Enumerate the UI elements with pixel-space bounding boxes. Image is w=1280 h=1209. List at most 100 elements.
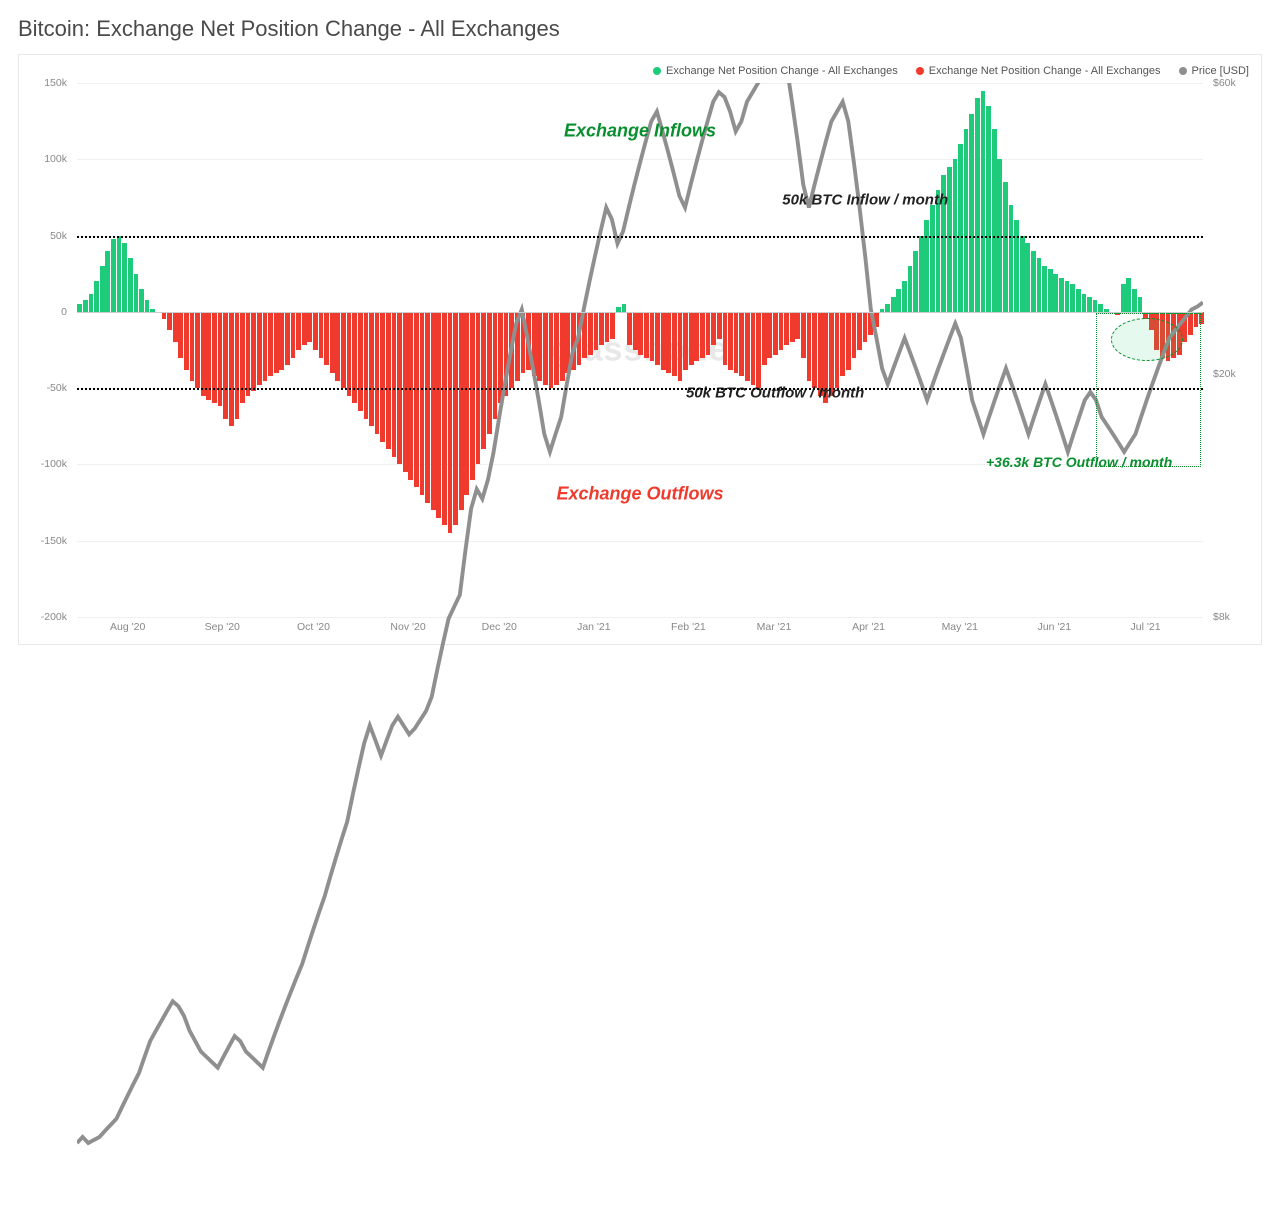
bar: [605, 312, 610, 343]
y-axis-left: -200k-150k-100k-50k050k100k150k: [31, 83, 73, 617]
bar: [509, 312, 514, 388]
x-tick: Mar '21: [757, 621, 792, 633]
bar: [251, 312, 256, 391]
bar: [863, 312, 868, 343]
bar: [874, 312, 879, 327]
legend-swatch: [1179, 67, 1187, 75]
y-tick-left: -150k: [31, 535, 73, 547]
grid-area: glassnode Exchange InflowsExchange Outfl…: [77, 83, 1203, 617]
bar: [173, 312, 178, 343]
bars-layer: [77, 83, 1203, 617]
bar: [420, 312, 425, 495]
bar: [324, 312, 329, 365]
bar: [285, 312, 290, 365]
bar: [380, 312, 385, 442]
bar: [178, 312, 183, 358]
bar: [958, 144, 963, 312]
bar: [442, 312, 447, 526]
bar: [723, 312, 728, 365]
bar: [947, 167, 952, 312]
y-tick-left: -100k: [31, 458, 73, 470]
legend-item: Exchange Net Position Change - All Excha…: [653, 65, 898, 77]
bar: [1182, 312, 1187, 343]
bar: [549, 312, 554, 388]
bar: [818, 312, 823, 396]
bar: [543, 312, 548, 385]
bar: [167, 312, 172, 330]
bar: [829, 312, 834, 396]
annotation-outflow_ref: 50k BTC Outflow / month: [686, 384, 864, 401]
bar: [1065, 281, 1070, 312]
bar: [184, 312, 189, 370]
bar: [1177, 312, 1182, 355]
bar: [128, 258, 133, 311]
bar: [700, 312, 705, 358]
bar: [319, 312, 324, 358]
bar: [302, 312, 307, 346]
y-tick-right: $20k: [1207, 368, 1249, 380]
bar: [745, 312, 750, 381]
bar: [1003, 182, 1008, 312]
bar: [481, 312, 486, 449]
bar: [683, 312, 688, 370]
bar: [594, 312, 599, 350]
bar: [431, 312, 436, 510]
bar: [162, 312, 167, 320]
bar: [588, 312, 593, 355]
bar: [565, 312, 570, 373]
bar: [83, 300, 88, 312]
bar: [717, 312, 722, 339]
bar: [930, 205, 935, 312]
bar: [807, 312, 812, 381]
x-tick: Apr '21: [852, 621, 885, 633]
reference-line: [77, 388, 1203, 390]
bar: [408, 312, 413, 480]
bar: [369, 312, 374, 426]
x-tick: Feb '21: [671, 621, 706, 633]
bar: [650, 312, 655, 361]
x-tick: Aug '20: [110, 621, 145, 633]
y-tick-right: $8k: [1207, 611, 1249, 623]
y-tick-left: 50k: [31, 230, 73, 242]
bar: [1138, 297, 1143, 312]
bar: [627, 312, 632, 346]
x-tick: May '21: [942, 621, 978, 633]
legend-swatch: [653, 67, 661, 75]
bar: [347, 312, 352, 396]
bar: [1020, 236, 1025, 312]
bar: [111, 239, 116, 312]
bar: [969, 114, 974, 312]
bar: [122, 243, 127, 312]
bar: [582, 312, 587, 358]
x-tick: Jul '21: [1131, 621, 1161, 633]
bar: [924, 220, 929, 312]
bar: [1082, 294, 1087, 312]
legend-item: Exchange Net Position Change - All Excha…: [916, 65, 1161, 77]
bar: [908, 266, 913, 312]
bar: [644, 312, 649, 358]
bar: [981, 91, 986, 312]
bar: [857, 312, 862, 350]
bar: [414, 312, 419, 487]
bar: [1014, 220, 1019, 312]
bar: [1048, 269, 1053, 312]
bar: [711, 312, 716, 346]
reference-line: [77, 236, 1203, 238]
bar: [229, 312, 234, 426]
bar: [1025, 243, 1030, 312]
bar: [1076, 289, 1081, 312]
bar: [307, 312, 312, 343]
x-tick: Jun '21: [1038, 621, 1072, 633]
zero-line: [77, 312, 1203, 313]
bar: [739, 312, 744, 376]
bar: [577, 312, 582, 365]
bar: [1154, 312, 1159, 350]
bar: [571, 312, 576, 370]
bar: [134, 274, 139, 312]
y-axis-right: $8k$20k$60k: [1207, 83, 1249, 617]
bar: [459, 312, 464, 510]
legend-item: Price [USD]: [1179, 65, 1249, 77]
bar: [678, 312, 683, 381]
x-axis: Aug '20Sep '20Oct '20Nov '20Dec '20Jan '…: [77, 617, 1203, 639]
bar: [1037, 258, 1042, 311]
